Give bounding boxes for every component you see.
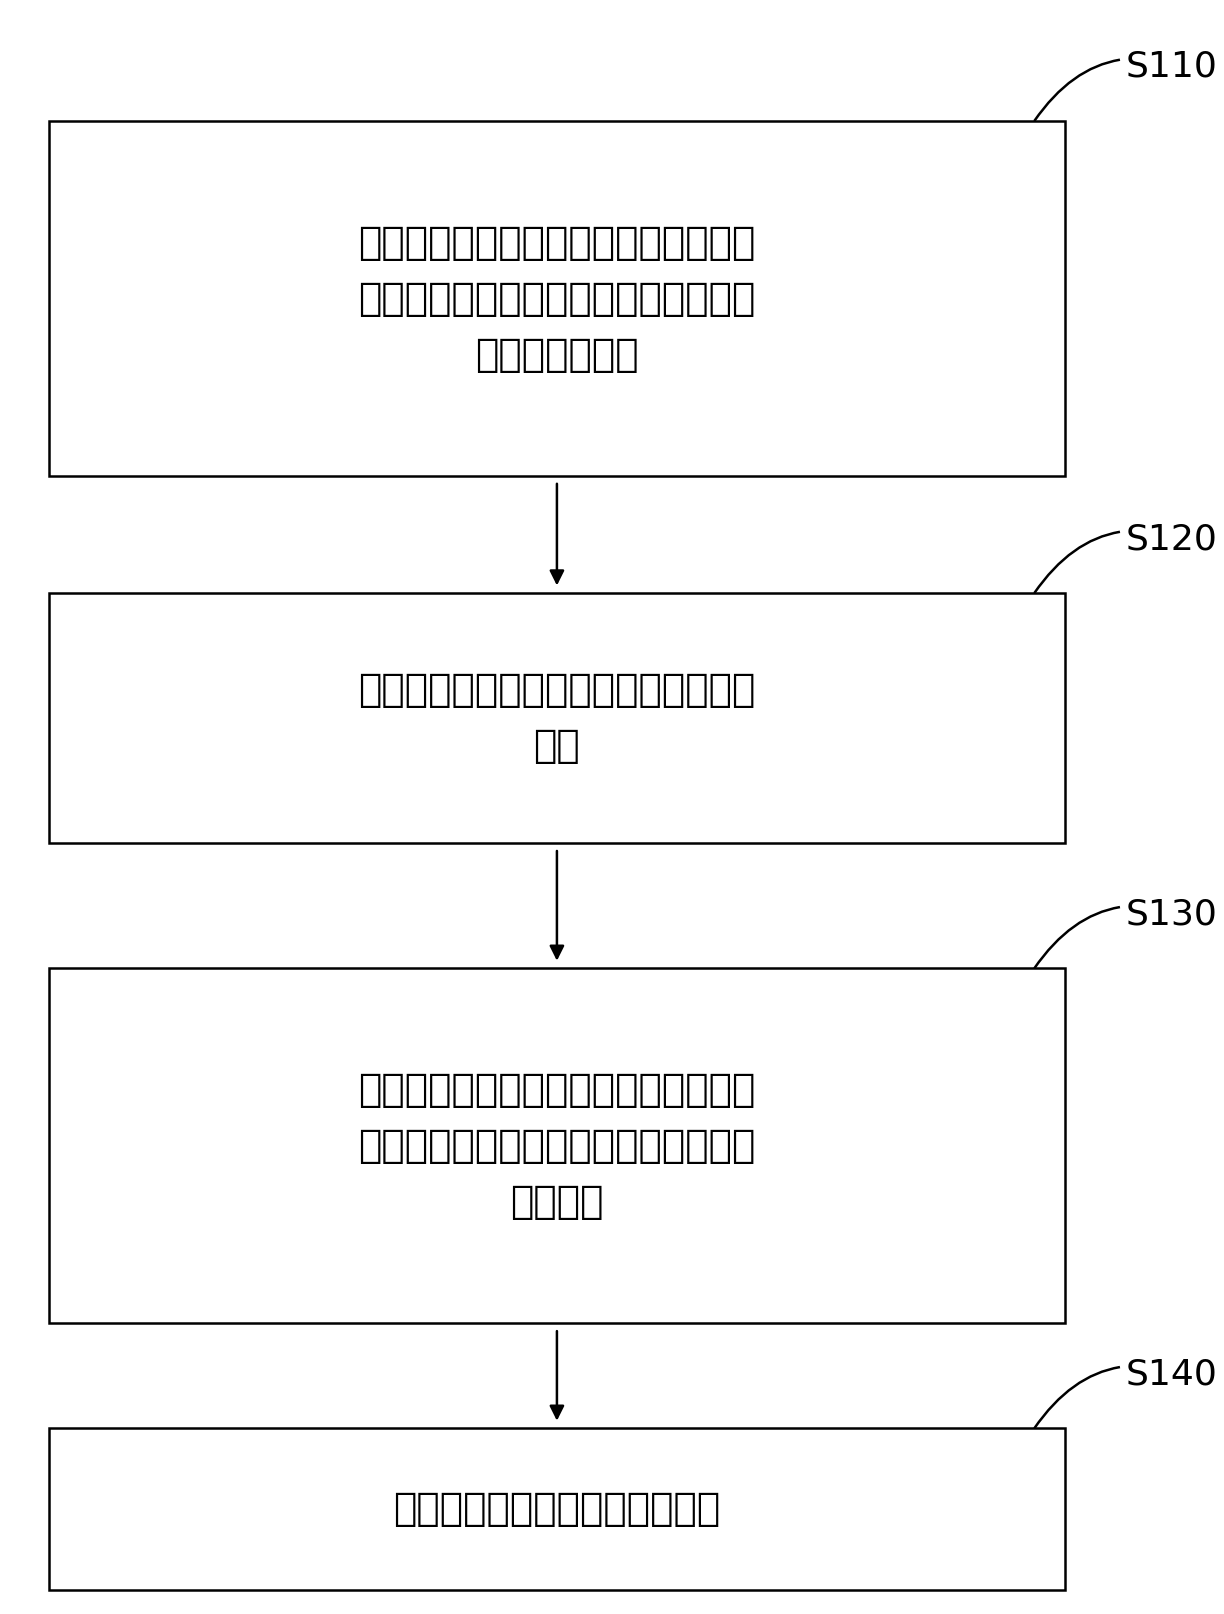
Text: 对图像数据进行处理得到图像数据的亮
度值: 对图像数据进行处理得到图像数据的亮 度值 — [359, 671, 755, 765]
Text: 根据读值、图像数据的亮度值和移动终
端的光感特性曲线得到光感特性曲线的
校准系数: 根据读值、图像数据的亮度值和移动终 端的光感特性曲线得到光感特性曲线的 校准系数 — [359, 1072, 755, 1220]
Text: 确定移动终端中光线传感器的读值，并
通过移动终端的前置摄像头获取与读值
对应的图像数据: 确定移动终端中光线传感器的读值，并 通过移动终端的前置摄像头获取与读值 对应的图… — [359, 224, 755, 373]
Bar — [49, 121, 1065, 476]
Bar — [49, 968, 1065, 1323]
Text: S130: S130 — [1126, 897, 1218, 931]
Bar — [49, 592, 1065, 843]
Text: S140: S140 — [1126, 1357, 1218, 1391]
Text: 按照校准系数校准光感特性曲线: 按照校准系数校准光感特性曲线 — [393, 1490, 721, 1528]
Text: S110: S110 — [1126, 50, 1218, 84]
Bar — [49, 1428, 1065, 1590]
Text: S120: S120 — [1126, 521, 1218, 555]
